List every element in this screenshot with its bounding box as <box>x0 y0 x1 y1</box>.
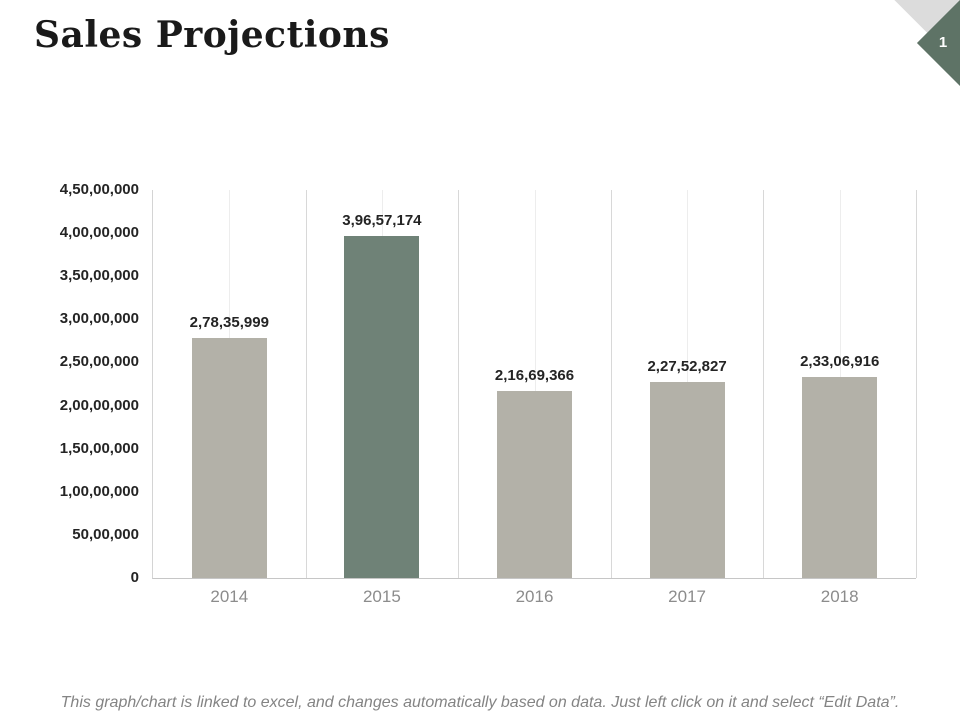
y-axis-label: 0 <box>130 569 139 586</box>
bar-value-label: 2,16,69,366 <box>494 367 575 385</box>
x-axis-label: 2016 <box>515 587 554 606</box>
gridline <box>610 190 612 578</box>
footer-note: This graph/chart is linked to excel, and… <box>60 694 900 711</box>
bar-value-label: 2,33,06,916 <box>800 353 880 371</box>
slide-number: 1 <box>938 34 948 51</box>
gridline <box>305 190 307 578</box>
bar-2015[interactable] <box>344 236 420 578</box>
x-axis-label: 2015 <box>362 587 401 606</box>
y-axis-label: 50,00,000 <box>72 525 139 543</box>
x-axis-label: 2014 <box>210 587 249 606</box>
y-axis-label: 4,00,00,000 <box>59 224 139 242</box>
gridline <box>916 190 917 578</box>
x-axis-label: 2018 <box>820 587 859 606</box>
y-axis-label: 1,00,00,000 <box>59 482 139 500</box>
y-axis-label: 3,00,00,000 <box>59 310 139 328</box>
bar-2016[interactable] <box>497 391 572 578</box>
gridline <box>534 190 536 578</box>
y-axis-label: 4,50,00,000 <box>59 181 139 198</box>
gridline <box>763 190 765 578</box>
plot-area[interactable]: 4,50,00,000 4,00,00,000 3,50,00,000 3,00,00… <box>60 181 917 606</box>
x-axis-label: 2017 <box>668 587 706 606</box>
bar-value-label: 3,96,57,174 <box>342 212 422 230</box>
y-axis-label: 3,50,00,000 <box>59 267 139 285</box>
bar-2014[interactable] <box>191 338 267 578</box>
y-axis-label: 1,50,00,000 <box>59 439 139 457</box>
page-title: Sales Projections <box>34 14 390 56</box>
y-axis-label: 2,50,00,000 <box>59 353 139 371</box>
y-axis-label: 2,00,00,000 <box>59 396 139 414</box>
gridline <box>458 190 460 578</box>
bar-2018[interactable] <box>802 377 878 578</box>
bar-value-label: 2,78,35,999 <box>189 314 269 331</box>
bar-value-label: 2,27,52,827 <box>647 357 727 375</box>
bar-2017[interactable] <box>649 381 725 578</box>
